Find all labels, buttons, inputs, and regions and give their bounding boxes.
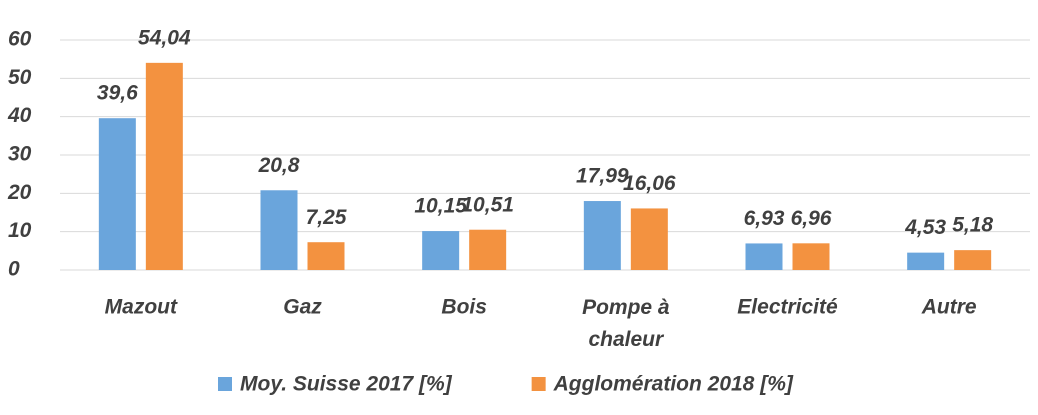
data-label: 10,51 [461,193,514,216]
bar [98,118,136,270]
bar [954,250,992,270]
bar [469,229,507,270]
legend-swatch [531,377,546,391]
data-label: 5,18 [952,214,993,237]
bar [630,208,668,270]
data-label: 16,06 [623,172,676,195]
data-label: 4,53 [904,216,946,239]
data-label: 6,93 [744,207,785,230]
data-label: 54,04 [138,26,191,49]
bar [145,62,183,271]
bar [307,242,345,270]
y-tick-label: 30 [8,143,32,166]
y-tick-label: 50 [8,66,32,89]
y-tick-label: 20 [7,181,32,204]
x-tick-label: Electricité [737,296,838,319]
x-tick-label: Mazout [105,296,178,319]
data-label: 10,15 [414,195,467,218]
y-tick-label: 0 [8,258,20,281]
bar [792,243,830,270]
y-tick-label: 60 [8,28,32,51]
y-tick-label: 10 [8,219,32,242]
bar [422,231,460,270]
bar [583,201,621,270]
bar [260,190,298,270]
data-label: 17,99 [576,165,629,188]
bar [907,252,945,270]
x-tick-label: Gaz [283,296,322,319]
x-tick-label: Pompe à chaleur [582,296,670,351]
data-label: 20,8 [258,154,300,177]
bar [745,243,783,270]
legend-label: Agglomération 2018 [%] [553,373,794,396]
legend-label: Moy. Suisse 2017 [%] [240,373,453,396]
legend-swatch [218,377,232,391]
y-tick-label: 40 [7,104,32,127]
data-label: 6,96 [791,207,832,230]
x-tick-label: Autre [921,296,977,319]
x-tick-label: Bois [441,296,487,319]
data-label: 39,6 [97,82,138,105]
data-label: 7,25 [306,206,347,229]
